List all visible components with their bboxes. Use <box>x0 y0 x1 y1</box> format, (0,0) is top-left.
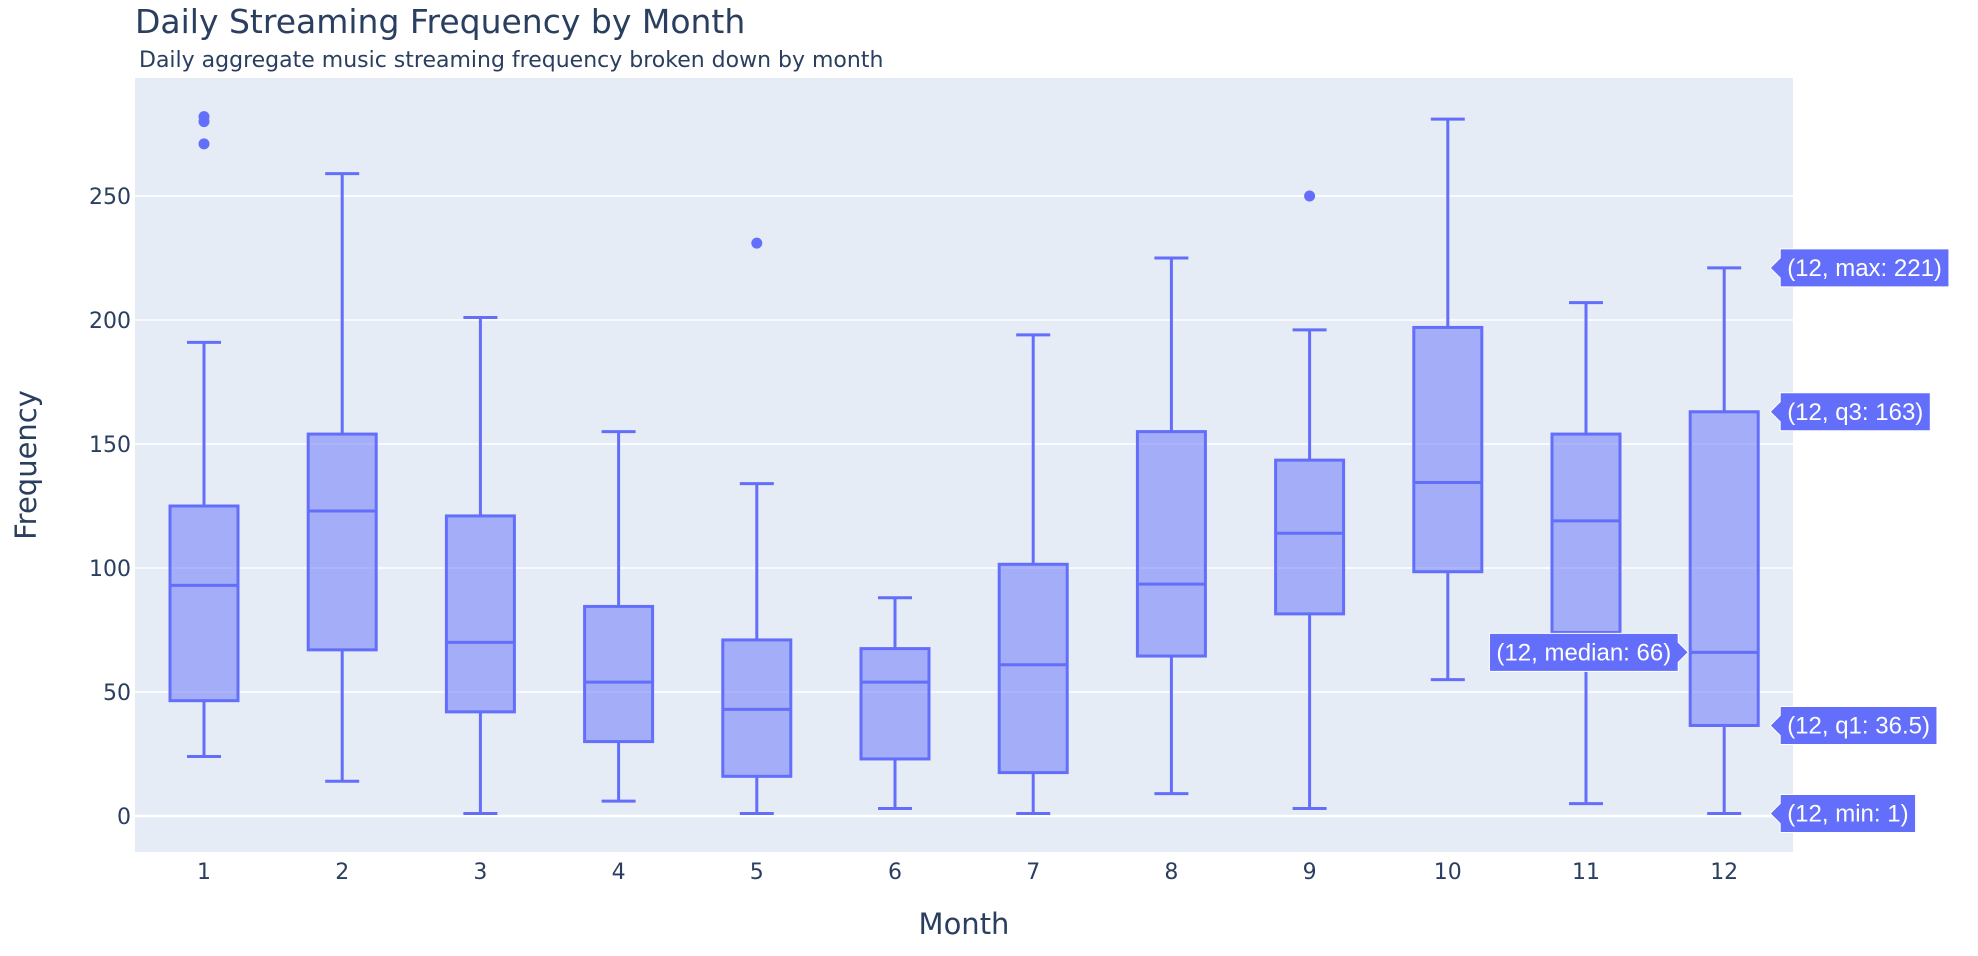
box-month-3[interactable] <box>444 316 516 816</box>
x-tick-label: 8 <box>1164 860 1178 885</box>
hover-label-text: (12, q1: 36.5) <box>1787 712 1930 739</box>
iqr-box <box>1688 410 1760 727</box>
box-month-2[interactable] <box>306 172 378 783</box>
iqr-box <box>859 647 931 761</box>
iqr-box <box>997 562 1069 775</box>
iqr-box <box>1412 325 1484 574</box>
x-tick-label: 7 <box>1026 860 1040 885</box>
x-tick-label: 11 <box>1572 860 1600 885</box>
y-axis-title: Frequency <box>9 390 43 540</box>
hover-label-bg <box>1769 392 1931 432</box>
iqr-box <box>583 604 655 744</box>
y-tick-label: 150 <box>89 433 131 458</box>
box-month-7[interactable] <box>997 333 1069 816</box>
box-month-11[interactable] <box>1550 301 1622 806</box>
box-series[interactable] <box>168 111 1760 816</box>
y-tick-label: 200 <box>89 309 131 334</box>
hover-label: (12, max: 221) <box>1769 248 1950 288</box>
outlier-point <box>1304 190 1316 202</box>
y-tick-label: 250 <box>89 185 131 210</box>
iqr-box <box>1135 430 1207 658</box>
hover-label-bg <box>1769 794 1917 834</box>
y-tick-label: 50 <box>103 681 131 706</box>
box-month-5[interactable] <box>721 237 793 816</box>
hover-label-text: (12, min: 1) <box>1787 801 1908 828</box>
x-tick-label: 4 <box>612 860 626 885</box>
x-tick-label: 2 <box>335 860 349 885</box>
box-month-10[interactable] <box>1412 117 1484 682</box>
iqr-box <box>168 504 240 703</box>
iqr-box <box>1274 458 1346 616</box>
box-month-6[interactable] <box>859 596 931 811</box>
chart-subtitle: Daily aggregate music streaming frequenc… <box>139 48 883 73</box>
chart-title: Daily Streaming Frequency by Month <box>135 2 745 41</box>
hover-label-text: (12, max: 221) <box>1787 255 1942 282</box>
y-tick-label: 0 <box>117 805 131 830</box>
x-tick-label: 6 <box>888 860 902 885</box>
y-tick-label: 100 <box>89 557 131 582</box>
x-tick-label: 9 <box>1303 860 1317 885</box>
box-month-9[interactable] <box>1274 190 1346 811</box>
x-tick-label: 10 <box>1434 860 1462 885</box>
hover-label: (12, q3: 163) <box>1769 392 1931 432</box>
x-tick-label: 3 <box>473 860 487 885</box>
box-month-8[interactable] <box>1135 256 1207 796</box>
x-tick-label: 5 <box>750 860 764 885</box>
outlier-point <box>751 237 763 249</box>
x-tick-label: 12 <box>1710 860 1738 885</box>
hover-label-text: (12, q3: 163) <box>1787 399 1923 426</box>
iqr-box <box>1550 432 1622 634</box>
plot-area <box>135 78 1793 852</box>
y-tick-labels: 0 50 100 150 200 250 <box>89 185 131 830</box>
box-month-4[interactable] <box>583 430 655 803</box>
hover-label: (12, min: 1) <box>1769 794 1917 834</box>
hover-label: (12, q1: 36.5) <box>1769 705 1938 745</box>
hover-label-bg <box>1488 632 1689 672</box>
hover-label-bg <box>1769 248 1950 288</box>
x-tick-label: 1 <box>197 860 211 885</box>
x-axis-title: Month <box>919 907 1010 941</box>
iqr-box <box>444 514 516 714</box>
outlier-point <box>198 138 210 150</box>
box-month-12[interactable] <box>1688 266 1760 816</box>
hover-labels: (12, max: 221) (12, q3: 163) (12, median: … <box>1488 248 1950 834</box>
hover-label-bg <box>1769 705 1938 745</box>
x-tick-labels: 1 2 3 4 5 6 7 8 9 10 11 12 <box>197 860 1738 885</box>
hover-label: (12, median: 66) <box>1488 632 1689 672</box>
hover-label-text: (12, median: 66) <box>1496 639 1671 666</box>
outlier-point <box>198 111 210 123</box>
iqr-box <box>306 432 378 652</box>
box-month-1[interactable] <box>168 111 240 758</box>
gridlines <box>135 195 1793 818</box>
